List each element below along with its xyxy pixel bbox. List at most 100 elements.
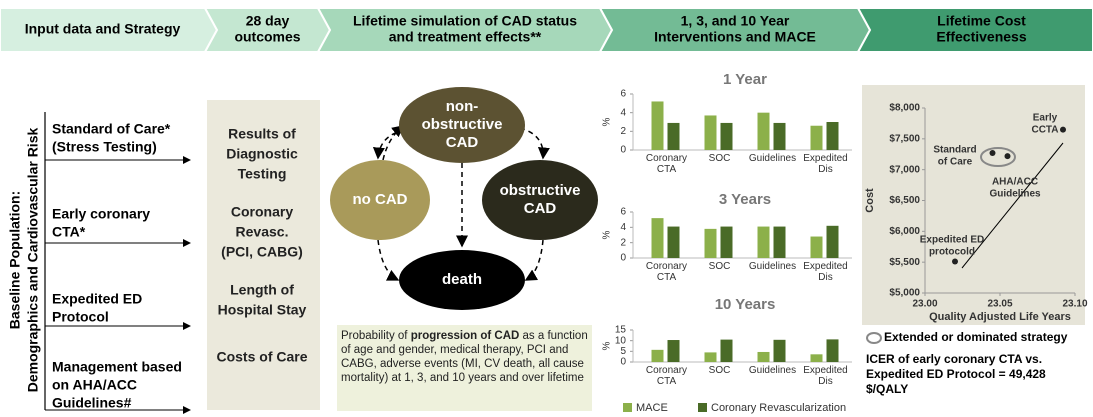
node-label: CAD	[524, 200, 557, 217]
bar	[810, 125, 823, 150]
point	[952, 258, 958, 265]
node-label: obstructive	[500, 182, 581, 199]
strategy-label: Management based	[52, 359, 182, 375]
y-tick-label: 0	[620, 357, 626, 368]
y-tick-label: 2	[620, 237, 626, 248]
bar	[704, 352, 717, 362]
point-label: Guidelines	[989, 189, 1041, 200]
scatter-panel	[862, 85, 1085, 325]
stage-label: and treatment effects**	[389, 29, 542, 45]
x-tick-label: Guidelines	[749, 153, 796, 164]
legend-label: MACE	[636, 402, 668, 414]
x-tick-label: Coronary CTA	[646, 153, 687, 175]
outcome-label: Hospital Stay	[218, 302, 307, 318]
x-tick-line: Dis	[818, 164, 832, 175]
outcome-label: Length of	[230, 282, 294, 298]
node-label: no CAD	[353, 191, 408, 208]
bar	[667, 122, 680, 150]
outcome-label: Revasc.	[236, 224, 289, 240]
x-tick-label: Expedited Dis	[803, 365, 847, 387]
stage-label: 1, 3, and 10 Year	[681, 13, 790, 29]
text-bold: progression of CAD	[410, 330, 520, 342]
y-tick-label: $5,500	[889, 257, 920, 268]
y-tick-label: 4	[620, 222, 626, 233]
y-tick-label: 0	[620, 145, 626, 156]
x-tick-line: Coronary	[646, 365, 687, 376]
x-tick-line: CTA	[657, 164, 677, 175]
strategy-label: Standard of Care*	[52, 121, 171, 137]
bar	[773, 122, 786, 150]
y-tick-label: 10	[615, 335, 627, 346]
bar	[720, 226, 733, 258]
y-axis-label: Cost	[864, 188, 876, 213]
x-tick-line: CTA	[657, 272, 677, 283]
y-tick-label: $7,500	[889, 133, 920, 144]
y-tick-label: 6	[620, 207, 626, 218]
node-label: death	[442, 271, 482, 288]
x-tick-label: 23.05	[987, 299, 1012, 310]
bar	[826, 225, 839, 258]
x-tick-label: Expedited Dis	[803, 153, 847, 175]
point-label: AHA/ACC	[992, 177, 1038, 188]
y-tick-label: 6	[620, 89, 626, 100]
text: Probability of	[341, 330, 408, 342]
legend-swatch	[623, 403, 632, 412]
chart-title: 1 Year	[723, 71, 767, 88]
x-tick-label: Guidelines	[749, 261, 796, 272]
y-tick-label: $7,000	[889, 164, 920, 175]
bar	[651, 349, 664, 362]
dominated-ring	[980, 147, 1016, 167]
strategy-label: on AHA/ACC	[52, 377, 137, 393]
x-tick-line: Guidelines	[749, 365, 796, 376]
bar	[810, 236, 823, 258]
bar	[773, 226, 786, 258]
outcomes-box	[207, 100, 320, 410]
outcome-label: Results of	[228, 126, 296, 142]
y-tick-label: 2	[620, 126, 626, 137]
description: Probability of progression of CAD as a f…	[337, 325, 592, 411]
x-tick-label: Guidelines	[749, 365, 796, 376]
x-tick-label: Expedited Dis	[803, 261, 847, 283]
stage-label: Input data and Strategy	[25, 21, 181, 37]
legend-label: Coronary Revascularization	[711, 402, 846, 414]
stage-label: Lifetime Cost	[937, 13, 1026, 29]
bar	[757, 351, 770, 362]
x-tick-line: CTA	[657, 376, 677, 387]
outcome-label: Coronary	[231, 204, 293, 220]
y-tick-label: 0	[620, 253, 626, 264]
stage-label: 28 day	[246, 13, 290, 29]
node	[399, 250, 525, 310]
legend-swatch	[698, 403, 707, 412]
bar	[757, 226, 770, 258]
x-tick-line: SOC	[709, 153, 731, 164]
strategy-label: CTA*	[52, 224, 86, 240]
x-tick-line: Expedited	[803, 261, 847, 272]
strategy-label: Early coronary	[52, 206, 150, 222]
y-tick-label: $6,500	[889, 195, 920, 206]
outcome-label: Testing	[238, 166, 287, 182]
bar	[826, 122, 839, 150]
stage-label: Lifetime simulation of CAD status	[353, 13, 577, 29]
point-label: CCTA	[1031, 125, 1058, 136]
stage-chevron	[856, 7, 1093, 53]
bar	[826, 339, 839, 362]
x-tick-label: 23.10	[1062, 299, 1087, 310]
population-label: Baseline Population:	[7, 191, 23, 329]
point-label: of Care	[938, 157, 973, 168]
x-tick-line: SOC	[709, 365, 731, 376]
strategy-label: (Stress Testing)	[52, 139, 157, 155]
bar	[667, 340, 680, 362]
y-tick-label: $6,000	[889, 226, 920, 237]
x-tick-label: SOC	[709, 261, 731, 272]
bar	[810, 354, 823, 362]
icer: ICER of early coronary CTA vs. Expedited…	[866, 352, 1046, 396]
y-axis-label: %	[602, 341, 613, 350]
x-tick-line: Expedited	[803, 365, 847, 376]
point	[989, 150, 996, 157]
x-tick-label: SOC	[709, 365, 731, 376]
x-tick-label: Coronary CTA	[646, 365, 687, 387]
x-tick-label: 23.00	[912, 299, 937, 310]
y-tick-label: 15	[615, 325, 627, 336]
text: as a function of age and gender, medical…	[341, 330, 588, 384]
